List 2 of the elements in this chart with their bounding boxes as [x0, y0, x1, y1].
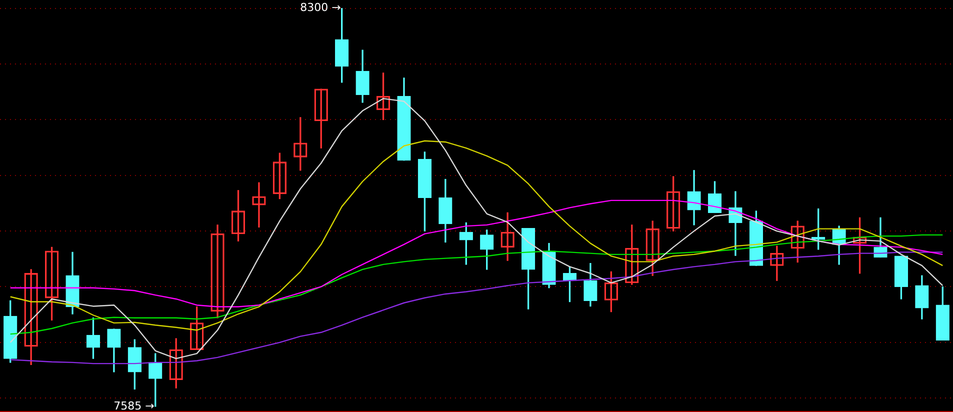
annotation: 7585 →: [114, 399, 154, 412]
annotation: 8300 →: [300, 1, 341, 14]
